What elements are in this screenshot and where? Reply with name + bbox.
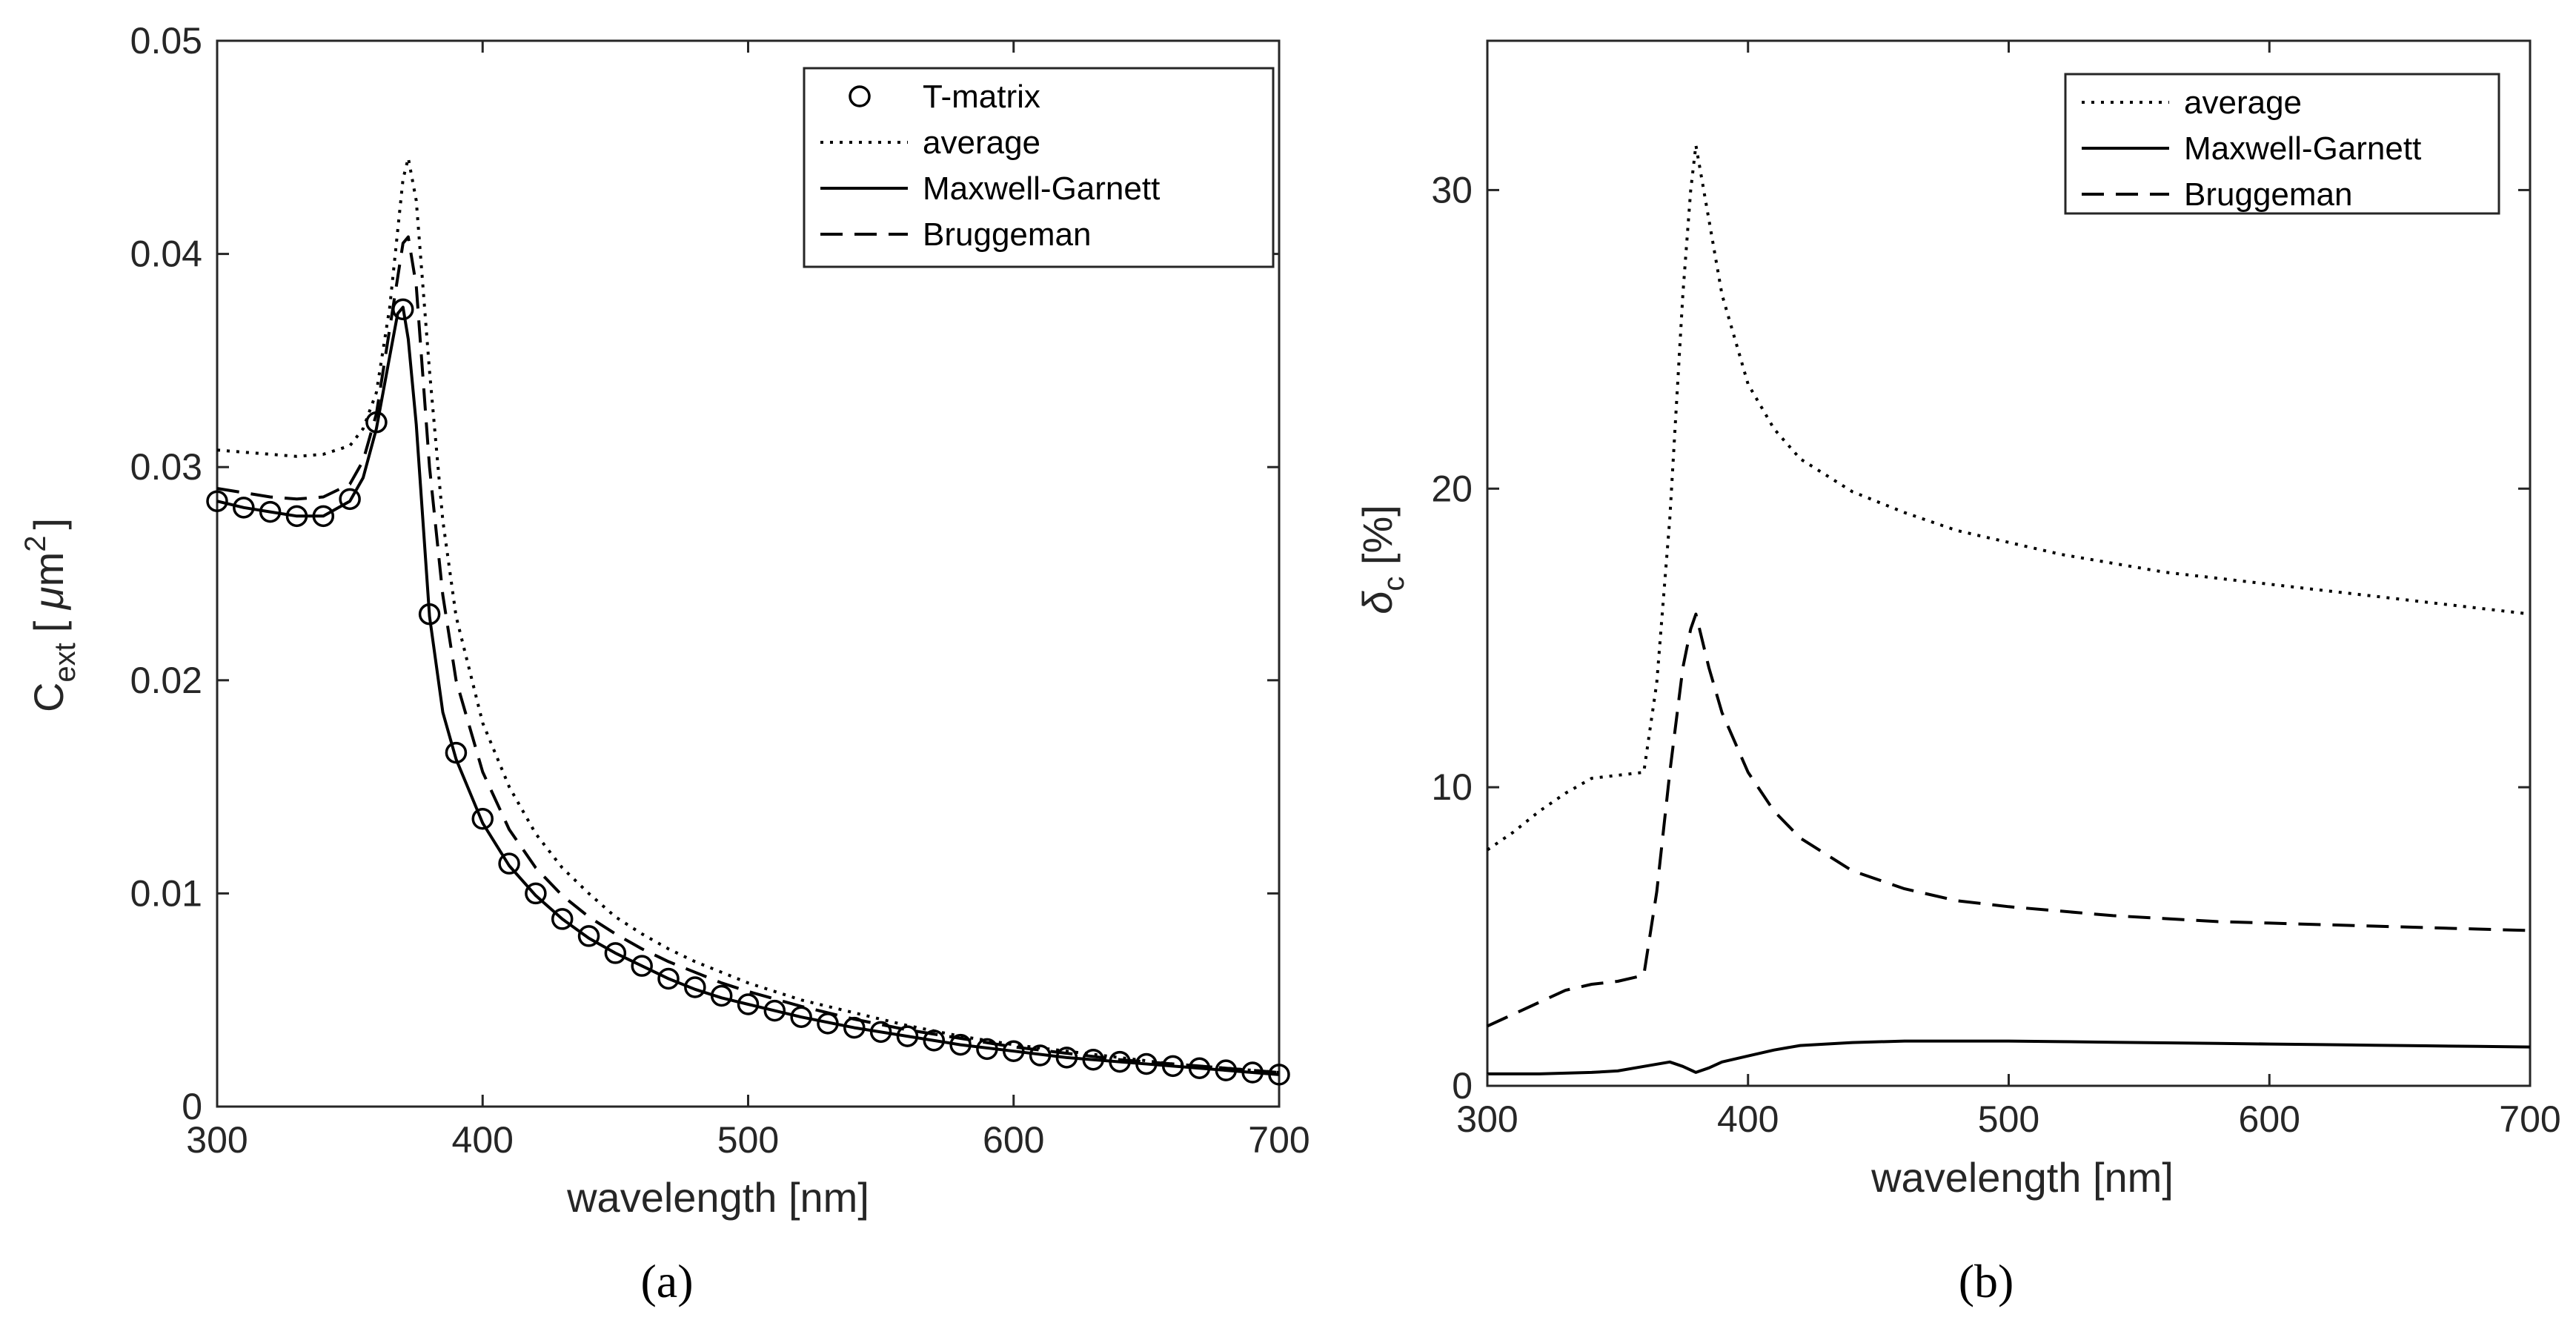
panel-label-b: (b) [1959,1255,2014,1307]
y-axis-label-unit-b: [%] [1354,505,1401,576]
data-point-t-matrix [604,942,627,964]
legend-label-bruggeman: Bruggeman [923,216,1091,253]
x-axis-label-a: wavelength [nm] [566,1174,869,1221]
y-axis-label-mu-a: μ [25,586,72,611]
x-tick-label-a: 700 [1248,1119,1309,1161]
y-tick-label-a: 0.02 [130,660,202,701]
data-point-t-matrix [869,1021,892,1044]
y-tick-label-b: 20 [1431,468,1473,509]
y-tick-label-a: 0.01 [130,872,202,914]
y-axis-label-unit-open-a: [ [25,609,72,632]
data-point-t-matrix [339,488,361,511]
series-line-bruggeman [1487,612,2531,1028]
y-tick-label-b: 30 [1431,169,1473,210]
y-tick-label-a: 0 [182,1086,202,1127]
y-axis-label-sup-a: 2 [19,536,52,552]
series-line-average [1486,144,2531,852]
data-point-t-matrix [498,852,520,875]
y-axis-label-a: Cext [ μm2] [19,518,82,712]
x-tick-label-a: 600 [983,1119,1044,1161]
ticks-a: 300 400 500 600 700 0 0.01 0.02 0.03 0.04 0.05 [130,20,1310,1161]
legend-label-average: average [2184,84,2302,121]
legend-a: T-matrix average Maxwell-Garnett Bruggeman [803,67,1275,268]
data-point-t-matrix [471,807,494,830]
data-point-t-matrix [233,497,255,519]
data-point-t-matrix [657,967,680,990]
x-tick-label-a: 300 [186,1119,248,1161]
x-tick-label-a: 500 [717,1119,779,1161]
y-tick-label-b: 10 [1431,766,1473,808]
series-line-maxwell-garnett [1487,1039,2531,1075]
ticks-b: 300 400 500 600 700 0 10 20 30 [1431,41,2561,1140]
series-line-average [216,156,1280,1074]
legend-label-t-matrix: T-matrix [923,79,1040,115]
legend-label-maxwell-garnett: Maxwell-Garnett [923,170,1160,207]
x-tick-label-b: 400 [1717,1098,1779,1140]
y-axis-label-sub-b: c [1378,577,1410,591]
legend-label-average: average [923,125,1040,161]
series-line-bruggeman [216,235,1280,1074]
x-tick-label-b: 600 [2239,1098,2300,1140]
data-point-t-matrix [896,1025,919,1047]
legend-box-a [803,67,1275,268]
legend-b: average Maxwell-Garnett Bruggeman [2064,73,2500,215]
data-point-t-matrix [763,999,786,1022]
y-axis-label-unit-close-a: ] [25,518,72,530]
y-axis-label-m-a: m [25,552,72,587]
x-tick-label-b: 300 [1456,1098,1518,1140]
series-line-maxwell-garnett [216,305,1280,1076]
y-tick-label-a: 0.04 [130,233,202,275]
data-point-t-matrix [551,908,574,930]
data-point-t-matrix [206,490,228,512]
y-tick-label-a: 0.05 [130,20,202,62]
y-axis-label-sub-a: ext [49,643,82,682]
data-point-t-matrix [737,993,760,1015]
x-tick-label-b: 700 [2499,1098,2560,1140]
y-axis-label-main-b: δ [1354,591,1401,614]
data-point-t-matrix [525,882,547,905]
x-axis-label-b: wavelength [nm] [1870,1154,2174,1201]
legend-label-maxwell-garnett: Maxwell-Garnett [2184,130,2421,167]
legend-marker-t-matrix [849,85,871,107]
y-tick-label-b: 0 [1452,1065,1473,1107]
panel-label-a: (a) [640,1255,693,1307]
legend-box-b [2064,73,2500,215]
data-point-t-matrix [684,976,706,998]
chart-panel-a: 300 400 500 600 700 0 0.01 0.02 0.03 0.04 0.05 wav… [19,20,1310,1307]
data-point-t-matrix [631,955,653,977]
chart-panel-b: 300 400 500 600 700 0 10 20 30 wavelength [nm] δ… [1354,39,2561,1307]
x-tick-label-a: 400 [452,1119,514,1161]
data-point-t-matrix [577,925,600,947]
y-axis-label-main-a: C [25,683,72,712]
y-tick-label-a: 0.03 [130,446,202,488]
x-tick-label-b: 500 [1978,1098,2039,1140]
legend-label-bruggeman: Bruggeman [2184,176,2352,213]
y-axis-label-b: δc [%] [1354,505,1410,614]
data-point-t-matrix [259,500,282,523]
